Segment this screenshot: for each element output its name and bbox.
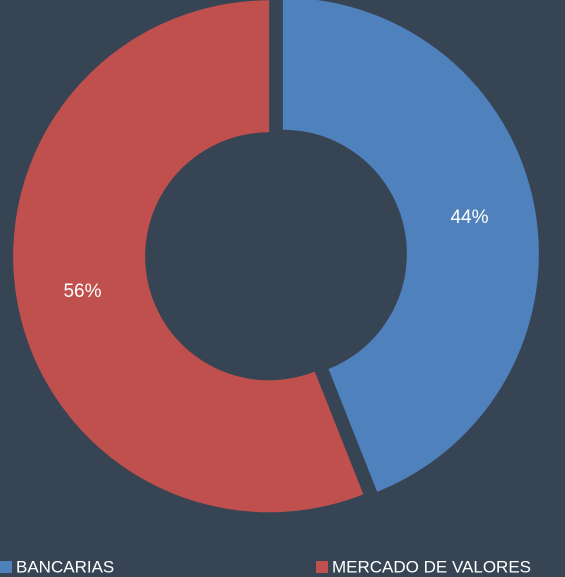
legend-swatch — [316, 561, 328, 573]
legend-swatch — [0, 561, 12, 573]
donut-slice — [282, 0, 539, 492]
data-label: 44% — [450, 207, 488, 228]
legend-label: BANCARIAS — [16, 557, 114, 576]
data-label: 56% — [63, 281, 101, 302]
legend-label: MERCADO DE VALORES — [332, 557, 531, 576]
donut-slice — [13, 0, 364, 513]
